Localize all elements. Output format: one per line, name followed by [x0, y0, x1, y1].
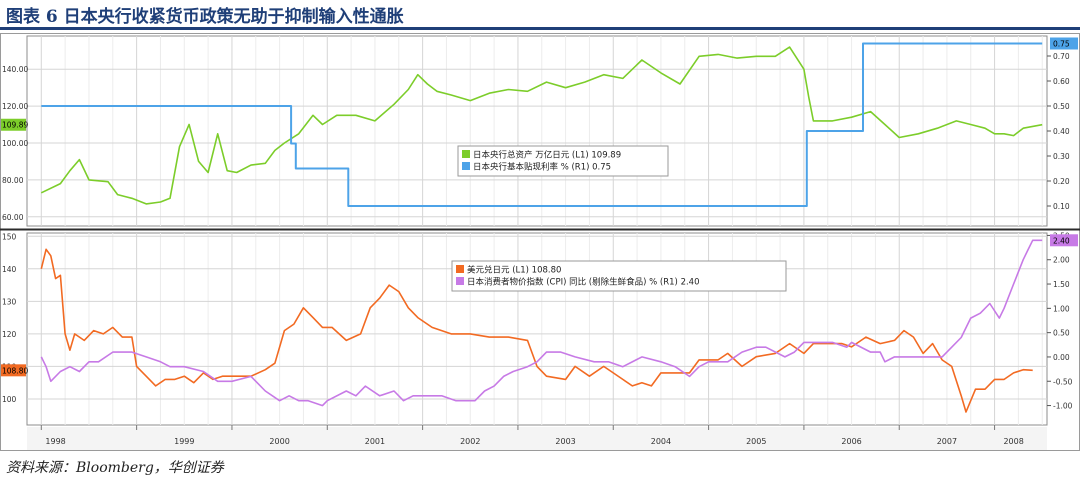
- top-right-tick-label: 0.10: [1053, 202, 1070, 211]
- top-left-tick-label: 120.00: [2, 102, 28, 111]
- source-note: 资料来源：Bloomberg，华创证券: [6, 460, 224, 476]
- bottom-left-tick-label: 150: [2, 232, 17, 241]
- top-left-tick-label: 100.00: [2, 139, 28, 148]
- top-right-tick-label: 0.40: [1053, 127, 1070, 136]
- x-tick-label: 2003: [555, 437, 575, 446]
- top-right-last-badge: [1050, 37, 1078, 50]
- top-right-tick-label: 0.20: [1053, 177, 1070, 186]
- top-legend-label-1: 日本央行基本贴现利率 % (R1) 0.75: [473, 162, 611, 173]
- bottom-legend-swatch-0: [456, 265, 464, 273]
- top-left-last-value: 109.89: [2, 121, 28, 130]
- bottom-right-tick-label: 0.00: [1053, 353, 1070, 362]
- top-legend-label-0: 日本央行总资产 万亿日元 (L1) 109.89: [473, 150, 621, 161]
- title-rule: [0, 27, 1080, 30]
- x-axis-strip: [27, 427, 1047, 450]
- top-legend-swatch-1: [462, 162, 470, 170]
- top-plot-area: [26, 35, 1048, 227]
- bottom-legend-label-0: 美元兑日元 (L1) 108.80: [467, 265, 561, 276]
- top-left-last-badge: [1, 118, 26, 131]
- top-right-tick-label: 0.70: [1053, 52, 1070, 61]
- top-series-0-line: [40, 46, 1043, 205]
- x-tick-label: 2005: [746, 437, 766, 446]
- top-right-tick-label: 0.60: [1053, 77, 1070, 86]
- x-tick-label: 2007: [937, 437, 957, 446]
- bottom-legend-label-1: 日本消费者物价指数 (CPI) 同比 (剔除生鲜食品) % (R1) 2.40: [467, 277, 700, 288]
- top-left-tick-label: 140.00: [2, 65, 28, 74]
- x-tick-label: 2001: [365, 437, 385, 446]
- bottom-left-tick-label: 140: [2, 265, 17, 274]
- top-left-tick-label: 80.00: [2, 176, 24, 185]
- figure-title: 图表 6 日本央行收紧货币政策无助于抑制输入性通胀: [6, 7, 404, 27]
- x-tick-label: 2002: [460, 437, 480, 446]
- x-tick-label: 2006: [841, 437, 861, 446]
- top-right-tick-label: 0.30: [1053, 152, 1070, 161]
- x-tick-label: 2000: [269, 437, 289, 446]
- x-tick-label: 1999: [174, 437, 194, 446]
- bottom-right-tick-label: 0.50: [1053, 329, 1070, 338]
- top-legend-box: [457, 145, 669, 177]
- bottom-legend-swatch-1: [456, 277, 464, 285]
- bottom-series-0-line: [40, 248, 1033, 413]
- x-tick-label: 2008: [1003, 437, 1023, 446]
- bottom-right-last-value: 2.40: [1053, 236, 1070, 245]
- top-right-tick-label: 0.50: [1053, 102, 1070, 111]
- top-series-1-line: [41, 42, 1043, 207]
- bottom-right-tick-label: -0.50: [1053, 377, 1073, 386]
- bottom-right-last-badge: [1050, 234, 1078, 247]
- bottom-right-tick-label: -1.00: [1053, 402, 1073, 411]
- top-right-last-value: 0.75: [1053, 40, 1070, 49]
- bottom-left-last-value: 108.80: [2, 366, 28, 375]
- bottom-right-tick-label: 1.50: [1053, 280, 1070, 289]
- bottom-right-tick-label: 1.00: [1053, 304, 1070, 313]
- bottom-left-last-badge: [1, 364, 26, 377]
- bottom-series-1-line: [40, 239, 1043, 407]
- x-tick-label: 2004: [651, 437, 671, 446]
- top-left-tick-label: 60.00: [2, 213, 24, 222]
- top-legend-swatch-0: [462, 150, 470, 158]
- bottom-left-tick-label: 120: [2, 330, 17, 339]
- bottom-legend-box: [451, 260, 787, 292]
- bottom-left-tick-label: 100: [2, 395, 17, 404]
- bottom-left-tick-label: 130: [2, 297, 17, 306]
- bottom-right-tick-label: 2.00: [1053, 256, 1070, 265]
- x-tick-label: 1998: [45, 437, 65, 446]
